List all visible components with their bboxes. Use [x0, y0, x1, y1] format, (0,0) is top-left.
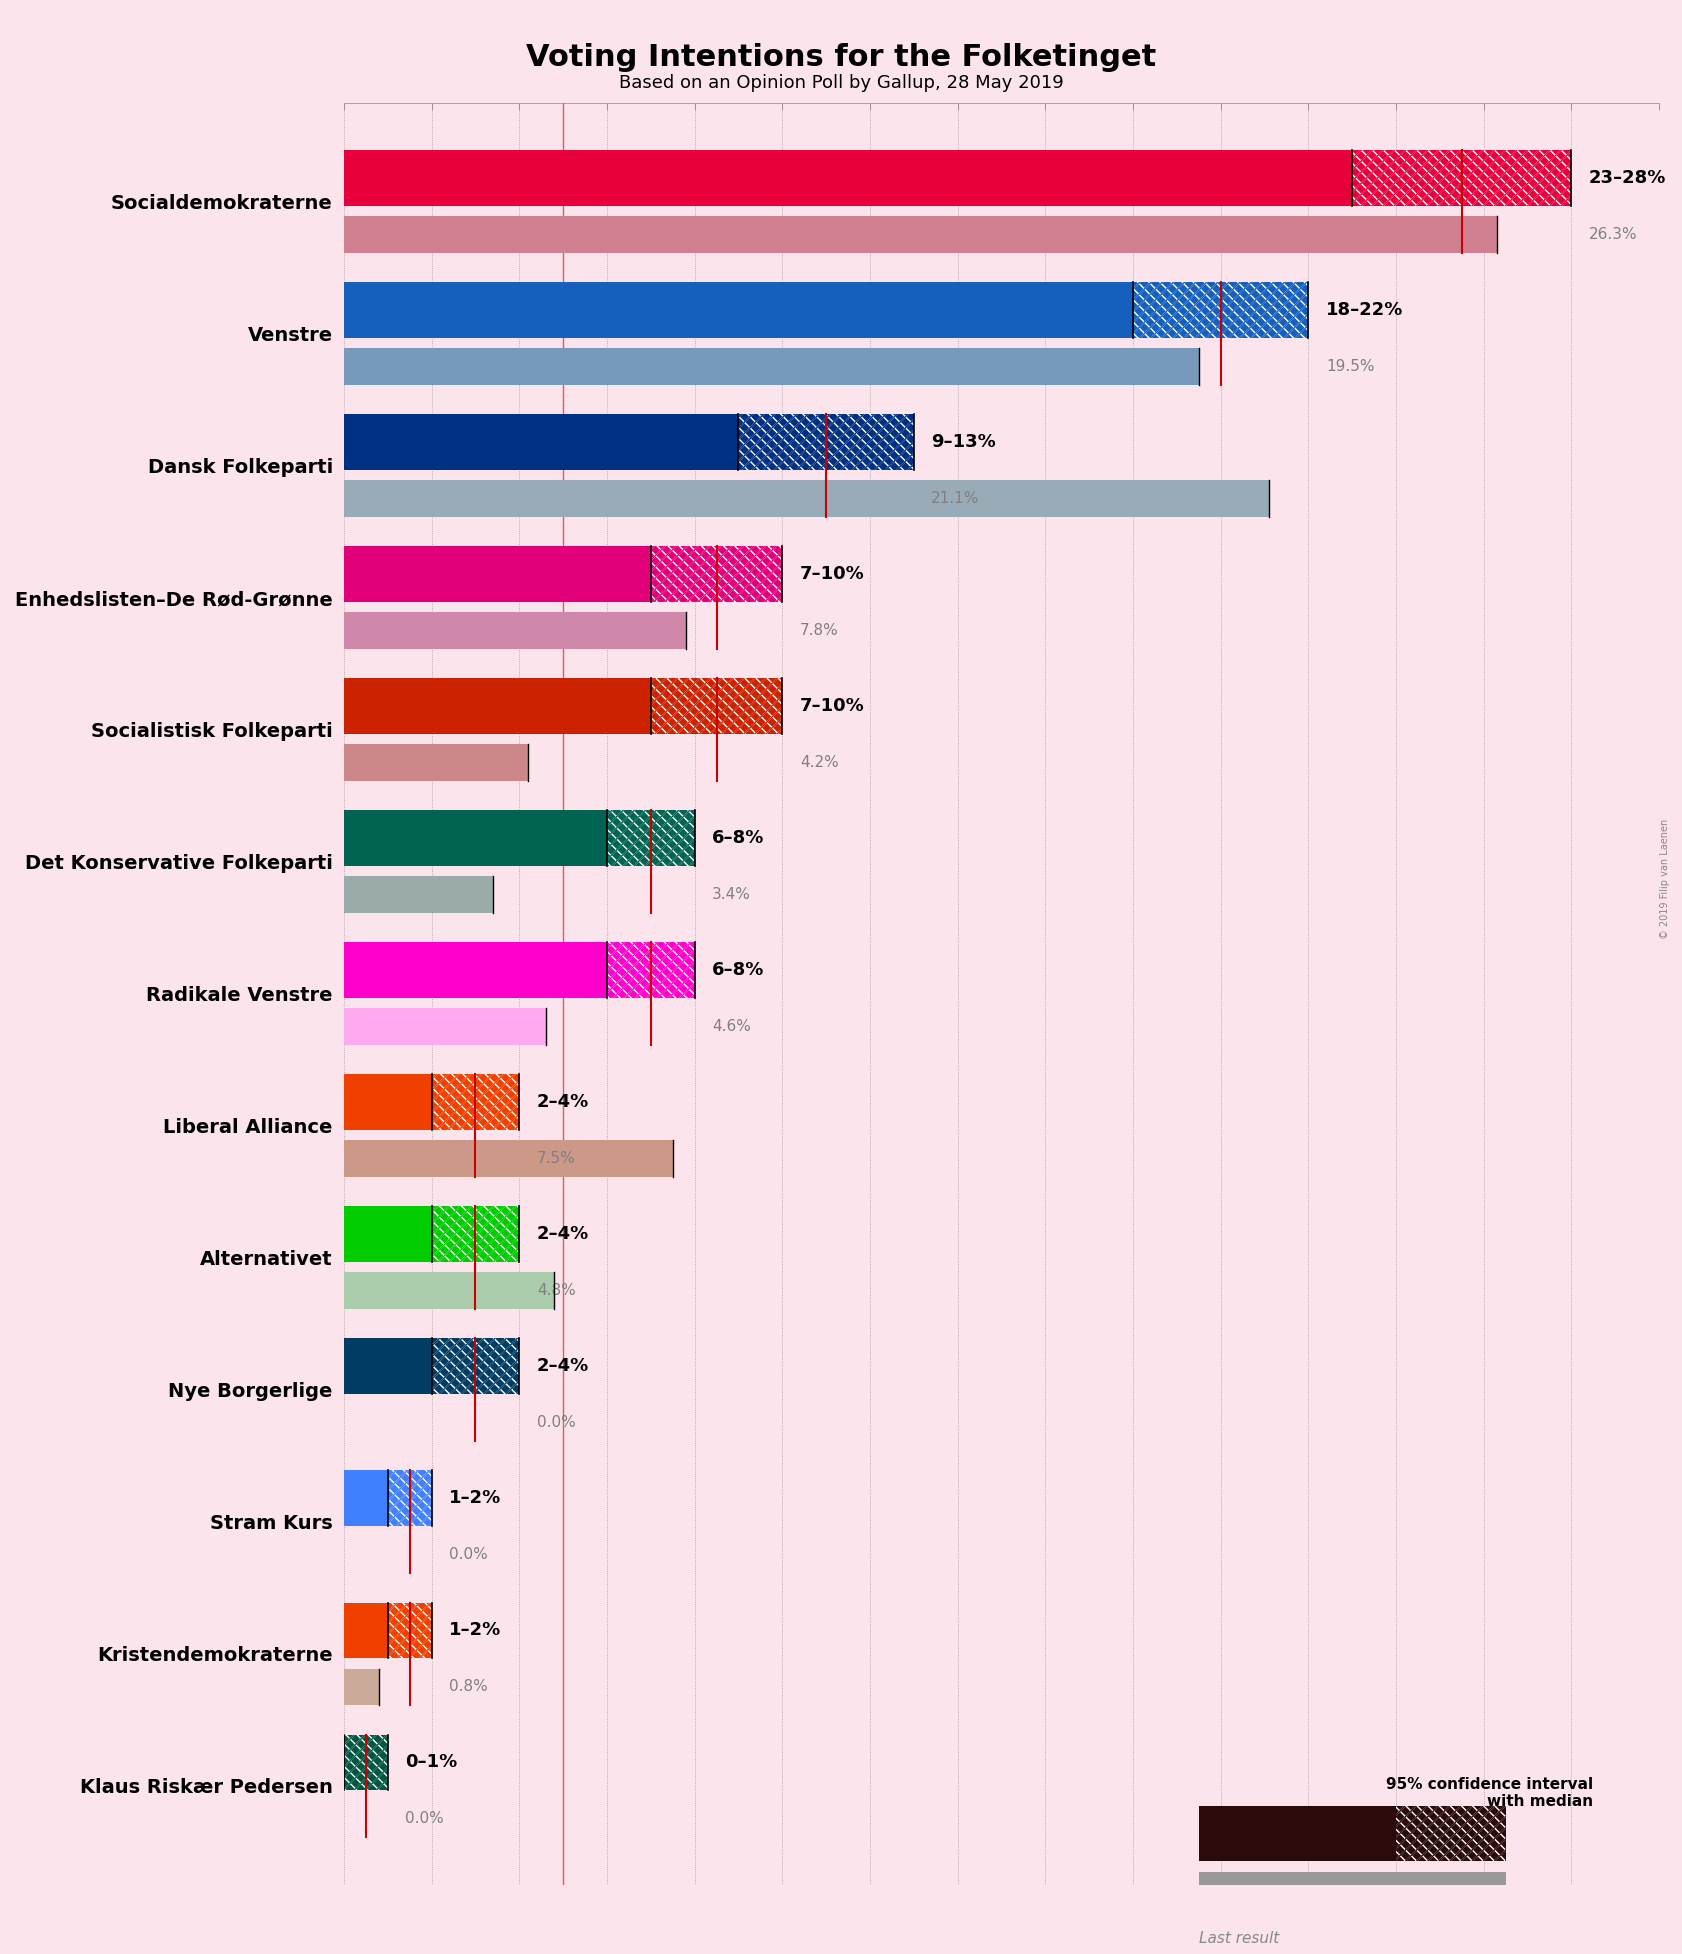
Text: 1–2%: 1–2% — [449, 1489, 501, 1507]
Bar — [607, 942, 695, 998]
Bar — [343, 1735, 389, 1790]
Bar — [343, 744, 528, 782]
Text: 0–1%: 0–1% — [405, 1753, 458, 1770]
Text: 26.3%: 26.3% — [1589, 227, 1638, 242]
Bar — [343, 678, 651, 735]
Bar — [343, 942, 607, 998]
Bar — [343, 877, 493, 913]
Text: 95% confidence interval
with median: 95% confidence interval with median — [1386, 1776, 1593, 1809]
Bar — [389, 1471, 432, 1526]
Text: 0.8%: 0.8% — [449, 1680, 488, 1694]
Text: 7.8%: 7.8% — [801, 623, 839, 639]
Text: 4.6%: 4.6% — [711, 1020, 752, 1034]
Bar — [343, 150, 1352, 205]
Text: 6–8%: 6–8% — [711, 961, 765, 979]
Bar — [343, 1075, 432, 1129]
Text: 7–10%: 7–10% — [801, 565, 865, 582]
Text: 7.5%: 7.5% — [537, 1151, 575, 1167]
Bar — [389, 1602, 432, 1657]
Text: 0.0%: 0.0% — [449, 1548, 488, 1563]
Bar — [432, 1206, 520, 1262]
Bar — [343, 1735, 389, 1790]
Bar — [738, 414, 913, 469]
Text: 4.2%: 4.2% — [801, 756, 839, 770]
Bar — [343, 1206, 432, 1262]
Text: 21.1%: 21.1% — [932, 492, 979, 506]
Text: 18–22%: 18–22% — [1325, 301, 1403, 319]
Bar — [1396, 1805, 1505, 1862]
Bar — [343, 1471, 389, 1526]
Bar — [432, 1338, 520, 1393]
Text: Based on an Opinion Poll by Gallup, 28 May 2019: Based on an Opinion Poll by Gallup, 28 M… — [619, 74, 1063, 92]
Bar — [343, 348, 1199, 385]
Text: 19.5%: 19.5% — [1325, 360, 1374, 375]
Text: Last result: Last result — [1199, 1931, 1278, 1946]
Bar — [432, 1075, 520, 1129]
Bar — [651, 678, 782, 735]
Bar — [738, 414, 913, 469]
Text: 7–10%: 7–10% — [801, 698, 865, 715]
Bar — [343, 217, 1497, 254]
Bar — [389, 1471, 432, 1526]
Text: 0.0%: 0.0% — [537, 1415, 575, 1430]
Bar — [432, 1206, 520, 1262]
Bar — [607, 811, 695, 866]
Bar — [1199, 1805, 1396, 1862]
Text: © 2019 Filip van Laenen: © 2019 Filip van Laenen — [1660, 819, 1670, 940]
Text: 1–2%: 1–2% — [449, 1622, 501, 1639]
Bar — [389, 1602, 432, 1657]
Bar — [343, 1141, 673, 1178]
Text: 4.8%: 4.8% — [537, 1284, 575, 1299]
Text: Voting Intentions for the Folketinget: Voting Intentions for the Folketinget — [526, 43, 1156, 72]
Bar — [1134, 283, 1309, 338]
Text: 2–4%: 2–4% — [537, 1092, 589, 1112]
Bar — [343, 612, 686, 649]
Bar — [343, 481, 1268, 518]
Bar — [1352, 150, 1571, 205]
Text: 9–13%: 9–13% — [932, 434, 996, 451]
Bar — [343, 547, 651, 602]
Text: 2–4%: 2–4% — [537, 1225, 589, 1243]
Text: 2–4%: 2–4% — [537, 1358, 589, 1376]
Bar — [432, 1338, 520, 1393]
Text: 6–8%: 6–8% — [711, 828, 765, 848]
Text: 0.0%: 0.0% — [405, 1811, 444, 1827]
Bar — [651, 547, 782, 602]
Bar — [343, 1272, 555, 1309]
Bar — [343, 283, 1134, 338]
Bar — [651, 547, 782, 602]
Bar — [1199, 1872, 1505, 1905]
Bar — [607, 942, 695, 998]
Bar — [432, 1075, 520, 1129]
Bar — [343, 1008, 545, 1045]
Bar — [1396, 1805, 1505, 1862]
Bar — [343, 811, 607, 866]
Text: 3.4%: 3.4% — [711, 887, 752, 903]
Bar — [343, 414, 738, 469]
Bar — [1352, 150, 1571, 205]
Bar — [1134, 283, 1309, 338]
Text: 23–28%: 23–28% — [1589, 170, 1667, 188]
Bar — [607, 811, 695, 866]
Bar — [343, 1602, 389, 1657]
Bar — [343, 1338, 432, 1393]
Bar — [343, 1669, 378, 1706]
Bar — [651, 678, 782, 735]
